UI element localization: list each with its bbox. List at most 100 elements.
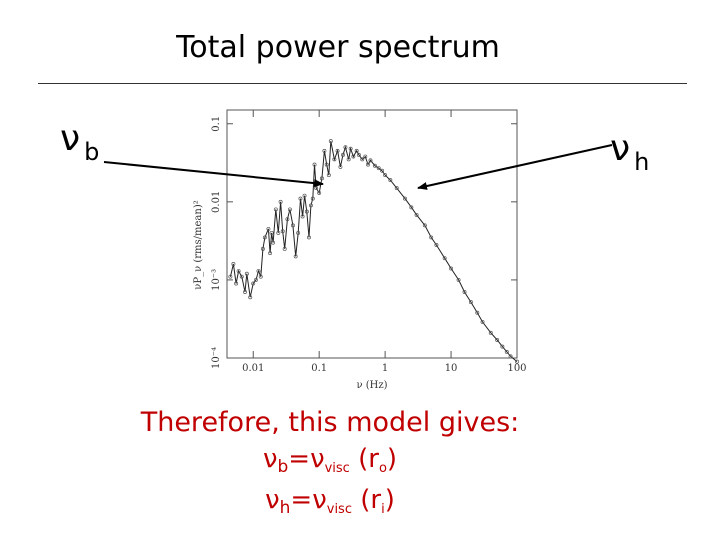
eq2-equals: = bbox=[290, 485, 313, 515]
spectrum-point bbox=[332, 157, 337, 162]
spectrum-point bbox=[409, 205, 414, 210]
spectrum-point bbox=[244, 271, 249, 276]
spectrum-point bbox=[368, 158, 373, 163]
spectrum-point bbox=[351, 154, 356, 159]
eq2-lhs-sub: h bbox=[279, 498, 291, 518]
conclusion-block: Therefore, this model gives: νb=νvisc (r… bbox=[140, 405, 520, 523]
x-tick-label: 1 bbox=[382, 363, 388, 374]
spectrum-point bbox=[488, 330, 493, 335]
eq2-rhs-sub: visc bbox=[326, 502, 352, 517]
spectrum-point bbox=[341, 152, 345, 157]
spectrum-point bbox=[273, 207, 278, 212]
y-tick-label: 0.1 bbox=[211, 116, 222, 132]
plot-frame bbox=[226, 109, 518, 359]
spectrum-point bbox=[308, 203, 313, 208]
spectrum-point bbox=[414, 212, 419, 217]
spectrum-point bbox=[449, 266, 454, 271]
x-axis-label: ν (Hz) bbox=[356, 380, 387, 391]
spectrum-point bbox=[468, 300, 473, 305]
spectrum-point bbox=[456, 277, 461, 282]
conclusion-intro: Therefore, this model gives: bbox=[140, 407, 520, 438]
spectrum-point bbox=[290, 223, 295, 228]
equation-nu-h: νh=νvisc (ri) bbox=[140, 482, 520, 523]
x-axis-ticks: 0.01 0.1 1 10 100 bbox=[242, 110, 527, 374]
nu-h-arrow bbox=[417, 144, 613, 190]
spectrum-point bbox=[480, 319, 485, 324]
nu-h-subscript: h bbox=[634, 148, 650, 176]
nu-b-arrow bbox=[103, 161, 324, 188]
spectrum-point bbox=[504, 349, 509, 354]
spectrum-point bbox=[304, 209, 309, 214]
spectrum-point bbox=[462, 290, 467, 294]
spectrum-point bbox=[268, 251, 273, 256]
title-divider bbox=[38, 83, 687, 84]
eq1-lhs-sub: b bbox=[277, 457, 289, 477]
spectrum-point bbox=[376, 166, 381, 171]
spectrum-point bbox=[360, 157, 365, 162]
spectrum-point bbox=[422, 223, 427, 228]
spectrum-point bbox=[282, 246, 287, 251]
spectrum-point bbox=[271, 240, 276, 245]
spectrum-point bbox=[276, 230, 281, 235]
spectrum-point bbox=[280, 229, 285, 234]
nu-h-symbol: ν bbox=[610, 128, 631, 169]
eq2-close: ) bbox=[384, 485, 395, 515]
x-tick-label: 0.1 bbox=[311, 363, 327, 374]
spectrum-point bbox=[442, 256, 447, 261]
x-tick-label: 100 bbox=[507, 363, 526, 374]
spectrum-point bbox=[322, 148, 327, 153]
spectrum-point bbox=[262, 235, 267, 240]
spectrum-point bbox=[403, 196, 407, 201]
slide-title: Total power spectrum bbox=[176, 30, 500, 65]
spectrum-point bbox=[256, 269, 261, 273]
spectrum-point bbox=[380, 168, 385, 173]
spectrum-point bbox=[335, 148, 340, 153]
series-layer bbox=[228, 139, 519, 364]
spectrum-point bbox=[372, 163, 377, 168]
spectrum-point bbox=[356, 152, 361, 157]
spectrum-point bbox=[328, 139, 333, 144]
spectrum-point bbox=[383, 173, 388, 178]
spectrum-point bbox=[248, 295, 253, 300]
spectrum-point bbox=[296, 230, 301, 235]
spectrum-point bbox=[285, 217, 290, 222]
spectrum-point bbox=[298, 196, 303, 201]
spectrum-point bbox=[307, 235, 311, 240]
spectrum-point bbox=[326, 173, 331, 178]
y-axis-label: νP_ν (rms/mean)² bbox=[193, 200, 204, 289]
spectrum-point bbox=[429, 235, 434, 240]
spectrum-point bbox=[366, 162, 370, 167]
eq2-arg: (r bbox=[360, 485, 382, 515]
spectrum-point bbox=[287, 207, 292, 212]
spectrum-point bbox=[251, 281, 256, 286]
equation-nu-b: νb=νvisc (ro) bbox=[140, 441, 520, 482]
spectrum-point bbox=[260, 246, 265, 251]
spectrum-point bbox=[475, 310, 480, 315]
spectrum-point bbox=[338, 164, 343, 169]
spectrum-point bbox=[231, 262, 236, 266]
spectrum-point bbox=[317, 190, 322, 195]
spectrum-line bbox=[229, 141, 518, 362]
spectrum-point bbox=[388, 178, 393, 183]
spectrum-point bbox=[302, 193, 307, 198]
nu-b-symbol: ν bbox=[60, 118, 81, 159]
spectrum-point bbox=[254, 277, 258, 282]
spectrum-point bbox=[312, 162, 317, 167]
spectrum-point bbox=[515, 359, 519, 364]
spectrum-point bbox=[266, 226, 271, 231]
spectrum-point bbox=[500, 344, 505, 349]
nu-b-subscript: b bbox=[84, 138, 100, 166]
y-tick-label: 10⁻⁴ bbox=[211, 347, 222, 369]
spectrum-point bbox=[434, 243, 439, 247]
spectrum-point bbox=[508, 354, 513, 359]
y-tick-label: 10⁻³ bbox=[211, 269, 222, 291]
spectrum-point bbox=[258, 274, 263, 279]
eq1-rhs: ν bbox=[310, 444, 325, 474]
spectrum-point bbox=[278, 199, 283, 204]
x-tick-label: 10 bbox=[445, 363, 458, 374]
spectrum-point bbox=[293, 254, 298, 259]
spectrum-point bbox=[310, 196, 315, 201]
spectrum-point bbox=[300, 214, 305, 219]
